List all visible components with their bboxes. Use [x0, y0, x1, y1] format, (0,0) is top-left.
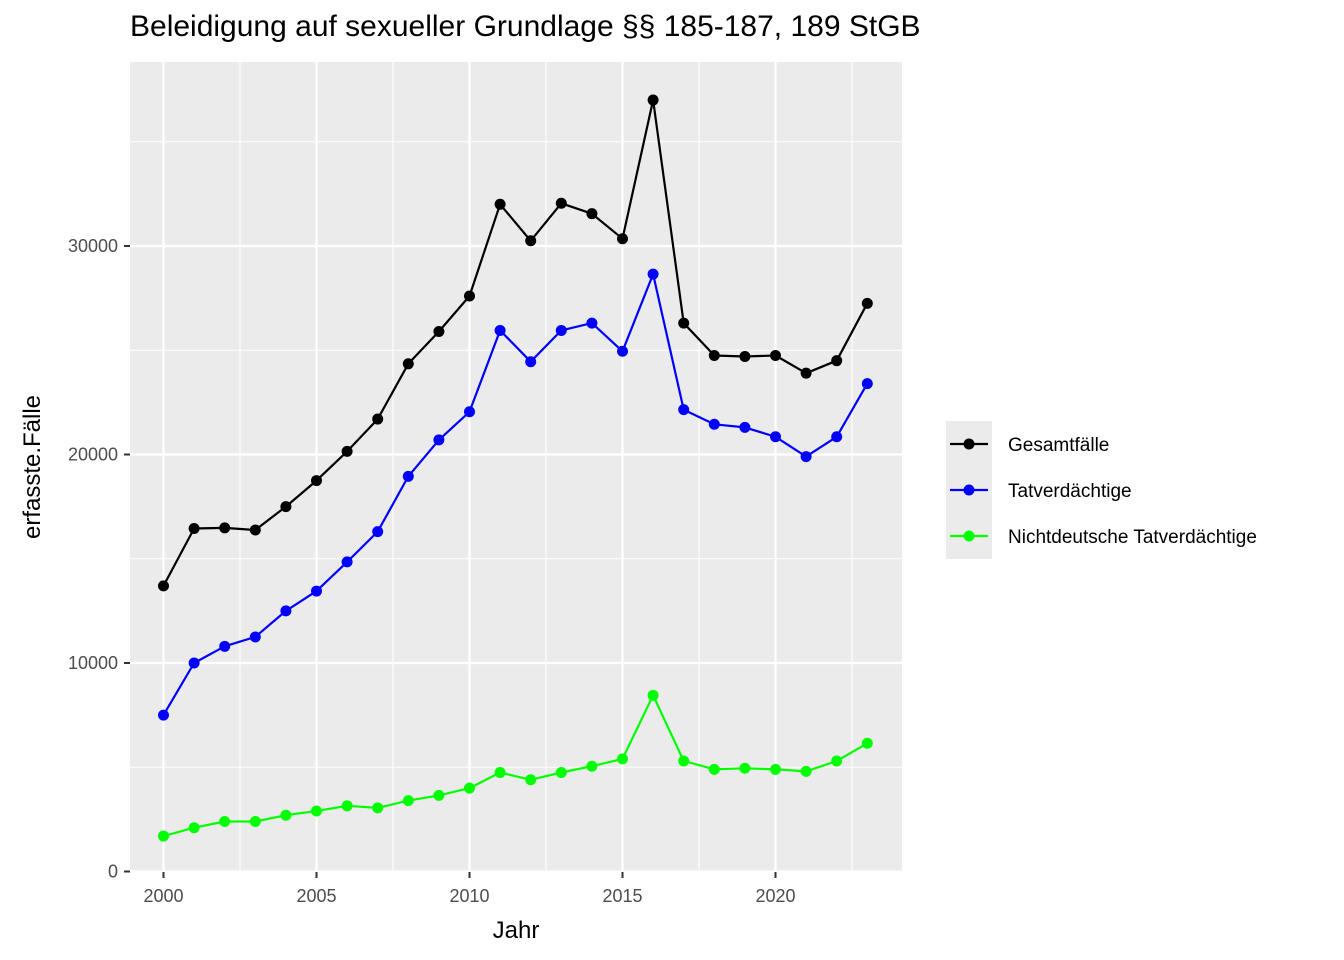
- y-tick-label: 30000: [68, 236, 118, 256]
- x-axis-title: Jahr: [493, 917, 540, 944]
- data-point: [341, 800, 353, 812]
- data-point: [831, 355, 843, 367]
- data-point: [647, 94, 659, 106]
- data-point: [249, 815, 261, 827]
- legend-label: Gesamtfälle: [1008, 435, 1109, 456]
- data-point: [586, 208, 598, 220]
- y-tick-label: 20000: [68, 445, 118, 465]
- y-tick-labels: 0 10000 20000 30000: [68, 236, 118, 882]
- data-point: [372, 526, 384, 538]
- data-point: [739, 351, 751, 363]
- data-point: [464, 782, 475, 794]
- data-point: [770, 349, 781, 361]
- data-point: [831, 755, 843, 767]
- data-point: [280, 809, 292, 821]
- data-point: [158, 580, 169, 592]
- data-point: [158, 830, 169, 842]
- legend-label: Tatverdächtige: [1008, 481, 1132, 502]
- data-point: [402, 358, 414, 370]
- data-point: [311, 475, 322, 487]
- data-point: [770, 763, 781, 775]
- chart-title: Beleidigung auf sexueller Grundlage §§ 1…: [130, 10, 921, 43]
- y-tick-label: 10000: [68, 653, 118, 673]
- data-point: [739, 421, 751, 433]
- data-point: [311, 805, 322, 817]
- data-point: [647, 268, 659, 280]
- data-point: [586, 760, 598, 772]
- grid-major: [130, 62, 902, 873]
- data-point: [249, 524, 261, 536]
- data-point: [402, 795, 414, 807]
- data-point: [617, 753, 628, 765]
- data-point: [280, 501, 292, 513]
- data-point: [800, 765, 812, 777]
- data-point: [433, 325, 445, 337]
- data-point: [708, 418, 720, 430]
- data-point: [433, 789, 445, 801]
- legend-key-point: [963, 438, 975, 450]
- data-point: [433, 434, 445, 446]
- data-point: [739, 762, 751, 774]
- data-point: [494, 766, 506, 778]
- legend-label: Nichtdeutsche Tatverdächtige: [1008, 527, 1257, 548]
- data-point: [341, 445, 353, 457]
- data-point: [219, 815, 231, 827]
- data-point: [372, 413, 384, 425]
- data-point: [861, 297, 873, 309]
- data-point: [555, 324, 567, 336]
- data-point: [617, 345, 628, 357]
- data-point: [494, 198, 506, 210]
- data-point: [678, 317, 690, 329]
- data-point: [311, 585, 322, 597]
- data-point: [280, 605, 292, 617]
- legend: Gesamtfälle Tatverdächtige Nichtdeutsche T…: [946, 421, 1257, 559]
- x-tick-label: 2010: [449, 886, 489, 906]
- data-point: [708, 763, 720, 775]
- data-point: [586, 317, 598, 329]
- data-point: [341, 556, 353, 568]
- data-point: [464, 290, 475, 302]
- data-point: [555, 766, 567, 778]
- data-point: [249, 631, 261, 643]
- data-point: [494, 324, 506, 336]
- data-point: [188, 657, 200, 669]
- data-point: [678, 404, 690, 416]
- data-point: [831, 431, 843, 443]
- data-point: [800, 451, 812, 463]
- data-point: [770, 431, 781, 443]
- data-point: [555, 197, 567, 209]
- data-point: [402, 470, 414, 482]
- data-point: [525, 235, 537, 247]
- y-tick-label: 0: [108, 862, 118, 882]
- x-tick-label: 2020: [755, 886, 795, 906]
- data-point: [372, 802, 384, 814]
- x-tick-label: 2005: [296, 886, 336, 906]
- data-point: [525, 356, 537, 368]
- data-point: [861, 737, 873, 749]
- x-tick-labels: 2000 2005 2010 2015 2020: [143, 886, 795, 906]
- data-point: [158, 709, 169, 721]
- data-point: [678, 755, 690, 767]
- x-tick-label: 2000: [143, 886, 183, 906]
- series-points: [158, 94, 873, 842]
- axis-ticks: [124, 245, 777, 878]
- data-point: [647, 689, 659, 701]
- data-point: [219, 640, 231, 652]
- data-point: [188, 523, 200, 535]
- data-point: [464, 406, 475, 418]
- data-point: [800, 367, 812, 379]
- data-point: [708, 349, 720, 361]
- legend-key-point: [963, 530, 975, 542]
- legend-key-point: [963, 484, 975, 496]
- grid-minor: [130, 62, 902, 872]
- data-point: [188, 822, 200, 834]
- plot-panel: [130, 62, 902, 872]
- data-point: [617, 233, 628, 245]
- data-point: [525, 774, 537, 786]
- y-axis-title: erfasste.Fälle: [19, 395, 46, 539]
- data-point: [219, 522, 231, 534]
- x-tick-label: 2015: [602, 886, 642, 906]
- data-point: [861, 378, 873, 390]
